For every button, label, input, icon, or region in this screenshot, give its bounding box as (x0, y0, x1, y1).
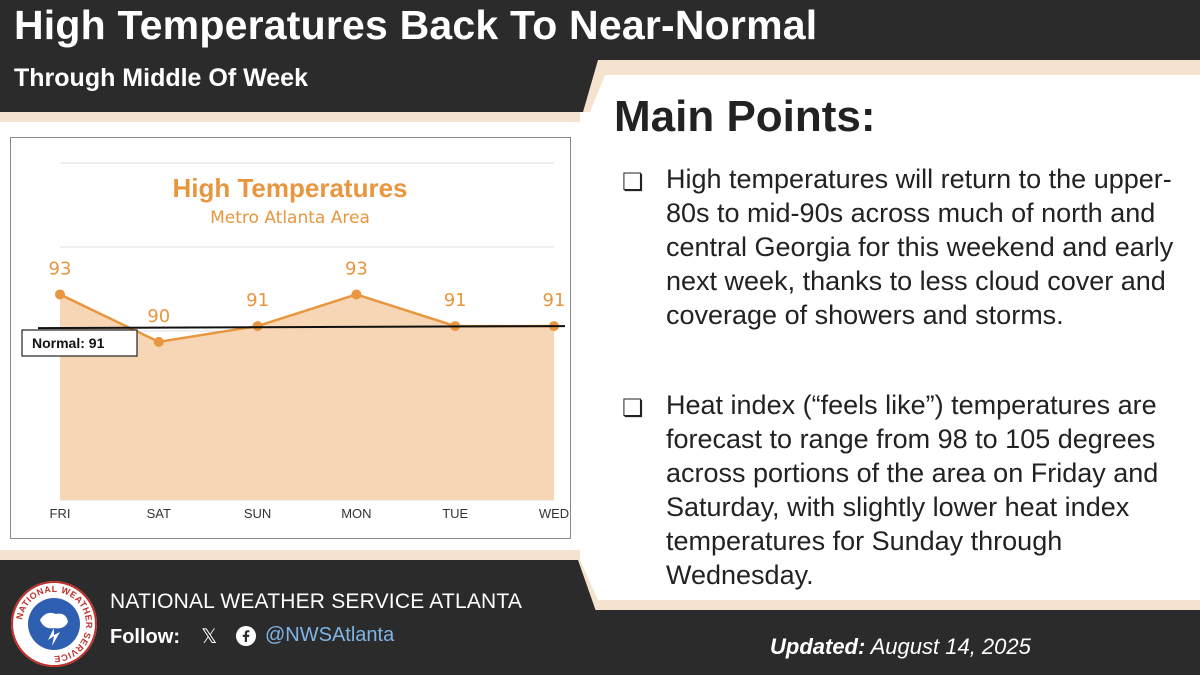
office-name: NATIONAL WEATHER SERVICE ATLANTA (110, 590, 523, 613)
x-tick-fri: FRI (50, 506, 71, 521)
bullet-marker: ❏ (622, 169, 644, 196)
x-icon[interactable]: 𝕏 (201, 626, 218, 648)
bullet-text: Heat index (“feels like”) temperatures a… (666, 390, 1159, 590)
data-label-sun: 91 (246, 290, 269, 311)
x-tick-wed: WED (539, 506, 569, 521)
updated-label: Updated: (770, 634, 866, 659)
data-label-mon: 93 (345, 258, 368, 279)
x-tick-tue: TUE (442, 506, 468, 521)
updated-row: Updated: August 14, 2025 (770, 634, 1031, 660)
bullet-1: ❏ High temperatures will return to the u… (622, 162, 1182, 372)
data-point-sun (252, 321, 263, 332)
follow-row: Follow: 𝕏 (110, 624, 257, 649)
page-title: High Temperatures Back To Near-Normal (14, 2, 818, 48)
data-label-wed: 91 (543, 290, 566, 311)
x-tick-sun: SUN (244, 506, 271, 521)
temperature-chart: 93 90 91 93 91 91 FRI SAT SUN MON TUE WED Normal: … (10, 137, 571, 539)
follow-label: Follow: (110, 626, 180, 648)
social-handle[interactable]: @NWSAtlanta (265, 624, 395, 646)
facebook-icon[interactable] (236, 626, 257, 646)
normal-label: Normal: 91 (32, 335, 105, 351)
temperature-area (60, 294, 554, 500)
footer-dark (0, 560, 1200, 675)
data-point-mon (351, 289, 362, 300)
data-point-sat (153, 336, 164, 347)
bullet-2: ❏ Heat index (“feels like”) temperatures… (622, 388, 1182, 598)
data-label-fri: 93 (49, 258, 72, 279)
chart-subtitle: Metro Atlanta Area (210, 208, 370, 228)
x-tick-mon: MON (341, 506, 371, 521)
bullet-text: High temperatures will return to the upp… (666, 164, 1174, 330)
bullet-marker: ❏ (622, 395, 644, 422)
nws-logo: NATIONAL WEATHER SERVICE (11, 581, 97, 667)
main-points-heading: Main Points: (614, 92, 876, 141)
data-label-sat: 90 (147, 306, 170, 327)
x-tick-sat: SAT (147, 506, 171, 521)
right-white-panel (580, 75, 1200, 600)
data-point-fri (55, 289, 65, 300)
data-label-tue: 91 (444, 290, 467, 311)
page-subtitle: Through Middle Of Week (14, 64, 308, 92)
normal-label-box: Normal: 91 (21, 329, 138, 357)
updated-date: August 14, 2025 (870, 634, 1031, 659)
chart-title: High Temperatures (172, 173, 407, 203)
normal-line (37, 325, 566, 330)
